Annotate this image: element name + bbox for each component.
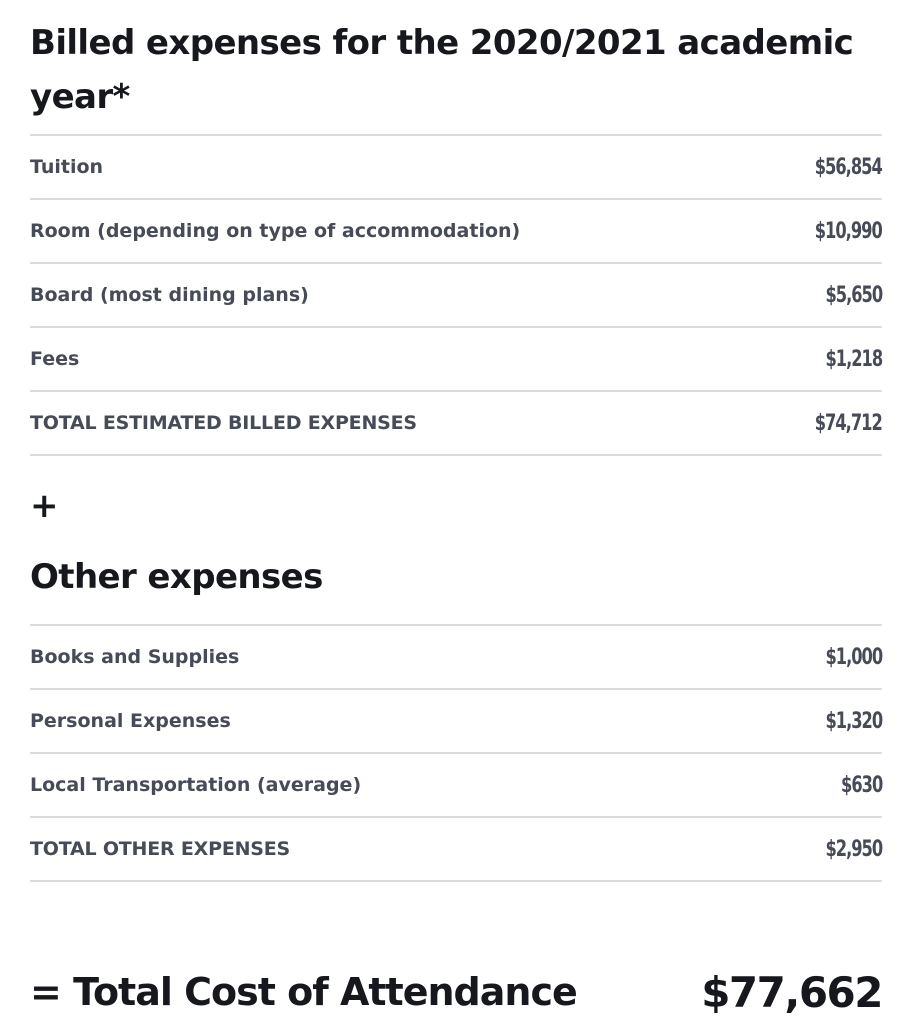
billed-total-row: TOTAL ESTIMATED BILLED EXPENSES $74,712	[30, 392, 883, 456]
table-row: Tuition $56,854	[30, 136, 883, 200]
row-amount: $10,990	[814, 218, 883, 244]
row-amount: $1,000	[825, 644, 883, 670]
other-total-amount: $2,950	[825, 836, 883, 862]
row-label: Books and Supplies	[30, 646, 240, 668]
table-row: Personal Expenses $1,320	[30, 690, 883, 754]
other-total-label: TOTAL OTHER EXPENSES	[30, 838, 291, 860]
plus-sign: +	[30, 486, 59, 526]
row-amount: $1,218	[825, 346, 883, 372]
table-row: Room (depending on type of accommodation…	[30, 200, 883, 264]
table-row: Books and Supplies $1,000	[30, 626, 883, 690]
row-label: Local Transportation (average)	[30, 774, 362, 796]
row-amount: $1,320	[825, 708, 883, 734]
other-total-row: TOTAL OTHER EXPENSES $2,950	[30, 818, 883, 882]
cost-of-attendance-page: Billed expenses for the 2020/2021 academ…	[30, 0, 883, 1017]
row-label: Fees	[30, 348, 80, 370]
grand-total-row: = Total Cost of Attendance $77,662	[30, 962, 883, 1022]
table-row: Local Transportation (average) $630	[30, 754, 883, 818]
billed-expenses-title: Billed expenses for the 2020/2021 academ…	[30, 23, 854, 117]
row-amount: $630	[840, 772, 883, 798]
table-row: Fees $1,218	[30, 328, 883, 392]
grand-total-amount: $77,662	[701, 967, 883, 1017]
billed-expenses-table: Tuition $56,854 Room (depending on type …	[30, 134, 883, 456]
billed-total-amount: $74,712	[814, 410, 883, 436]
row-label: Board (most dining plans)	[30, 284, 309, 306]
row-label: Personal Expenses	[30, 710, 231, 732]
row-label: Tuition	[30, 156, 104, 178]
row-amount: $5,650	[825, 282, 883, 308]
row-amount: $56,854	[814, 154, 883, 180]
other-expenses-table: Books and Supplies $1,000 Personal Expen…	[30, 624, 883, 882]
billed-total-label: TOTAL ESTIMATED BILLED EXPENSES	[30, 412, 417, 434]
grand-total-label: = Total Cost of Attendance	[30, 970, 578, 1014]
other-expenses-title: Other expenses	[30, 557, 323, 597]
row-label: Room (depending on type of accommodation…	[30, 220, 521, 242]
table-row: Board (most dining plans) $5,650	[30, 264, 883, 328]
